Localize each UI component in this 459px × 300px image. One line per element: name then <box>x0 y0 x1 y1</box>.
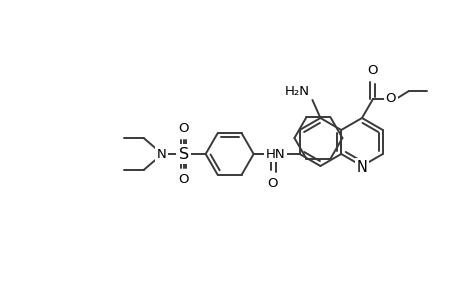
Text: O: O <box>267 177 277 190</box>
Text: O: O <box>178 122 189 135</box>
Text: S: S <box>178 146 188 161</box>
Text: O: O <box>385 92 395 105</box>
Text: H₂N: H₂N <box>284 85 309 98</box>
Text: N: N <box>356 160 367 175</box>
Text: HN: HN <box>265 148 285 160</box>
Text: N: N <box>157 148 166 160</box>
Text: O: O <box>178 173 189 186</box>
Text: O: O <box>367 64 377 77</box>
